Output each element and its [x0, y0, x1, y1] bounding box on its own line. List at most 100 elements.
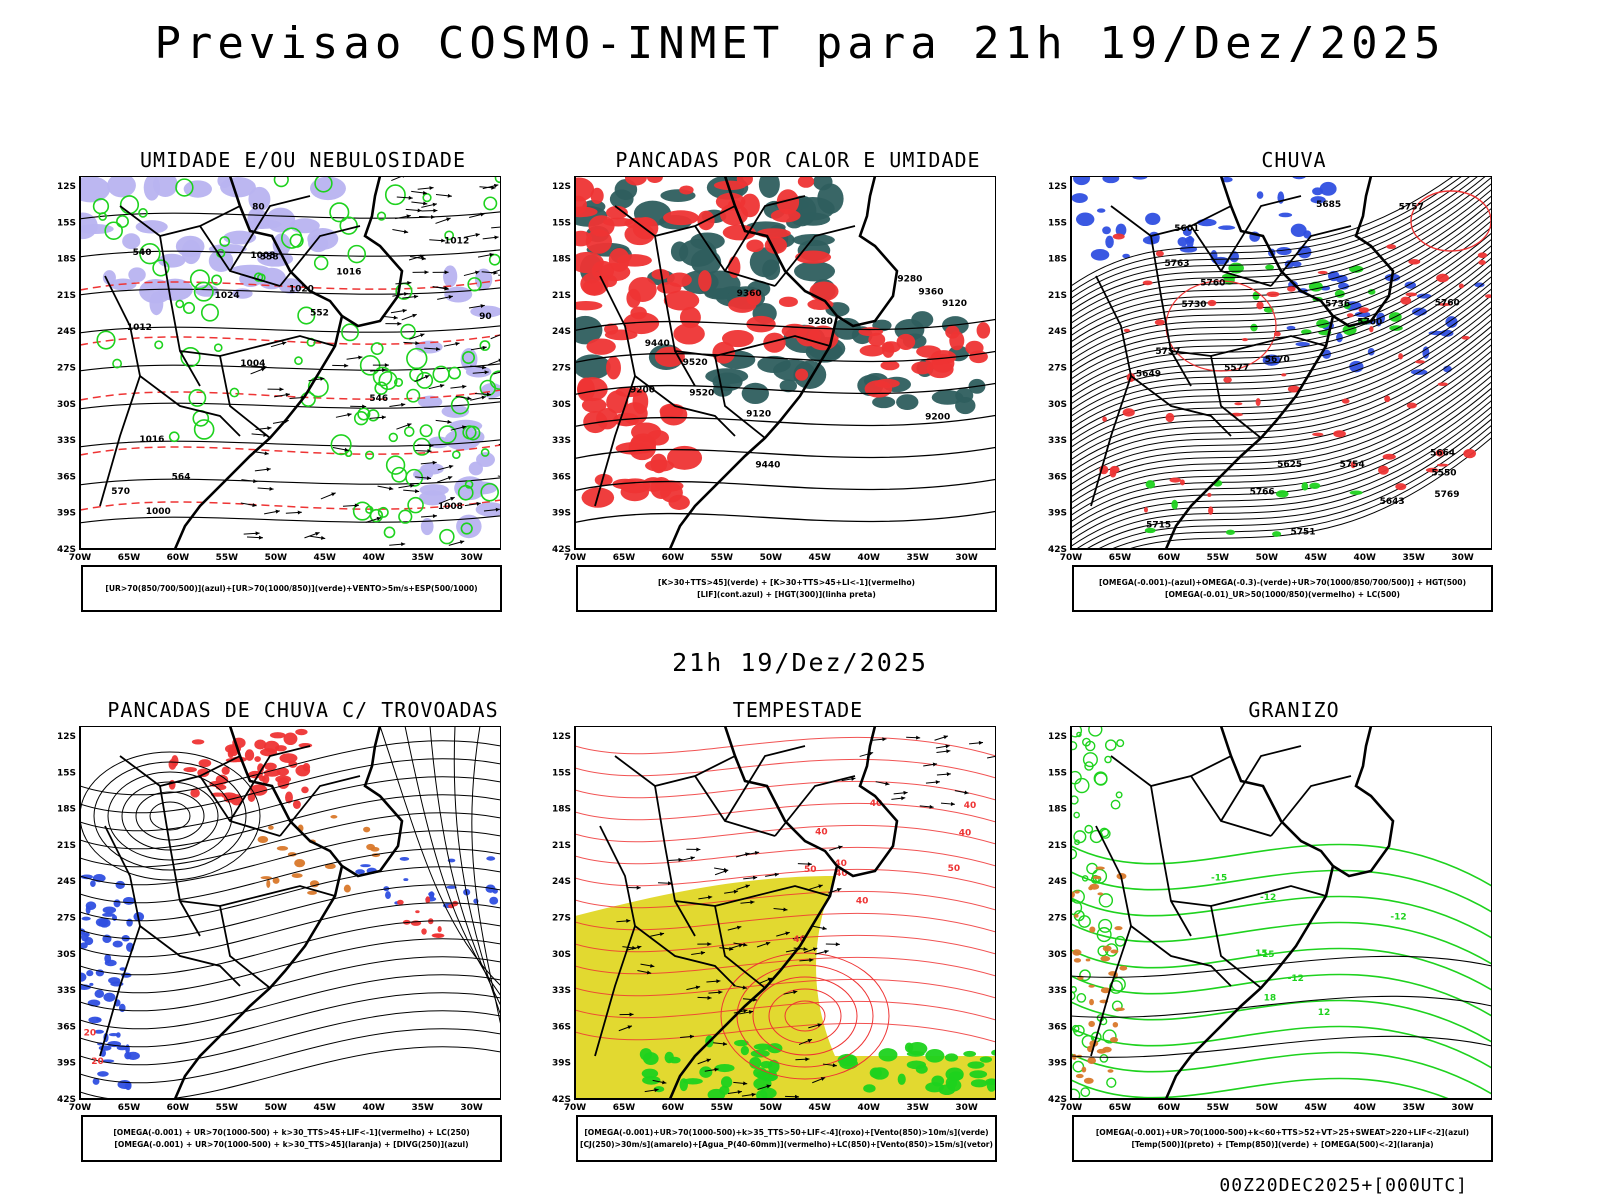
panel-tempestade: TEMPESTADE 40 40 50 40 50 40 40 40 40 40 12S 15S 18S 2… [552, 698, 1038, 1168]
lat-label: 21S [57, 841, 76, 851]
lon-label: 30W [1451, 553, 1474, 563]
contour-label: 80 [252, 203, 265, 213]
lon-label: 70W [69, 553, 92, 563]
lat-label: 24S [1048, 877, 1067, 887]
contour-label: 9520 [683, 358, 708, 368]
contour-label: 12 [1318, 1008, 1331, 1018]
streamlines-250 [80, 726, 501, 1099]
lon-label: 55W [216, 553, 239, 563]
state-border [229, 195, 311, 272]
lon-label: 45W [1305, 553, 1328, 563]
streamlines-850 [575, 736, 996, 1080]
state-border [614, 205, 736, 237]
contour-label: 1012 [444, 236, 469, 246]
state-border [179, 335, 336, 357]
contour-label: 9120 [942, 299, 967, 309]
lon-label: 40W [1353, 1103, 1376, 1113]
state-border [714, 905, 766, 989]
contour-label: 5625 [1277, 460, 1302, 470]
state-border [119, 755, 241, 787]
contour-label: 15 [1255, 949, 1268, 959]
lat-label: 39S [57, 1059, 76, 1069]
lat-label: 36S [1048, 472, 1067, 482]
omega-red-area [1099, 233, 1492, 515]
wind-vectors-850 [616, 845, 843, 1099]
contour-label: 5769 [1434, 490, 1459, 500]
lon-label: 40W [1353, 553, 1376, 563]
state-border [219, 905, 271, 989]
state-border [674, 885, 831, 907]
contour-label: 20 [84, 1029, 97, 1039]
coastline [228, 176, 404, 328]
state-border [724, 745, 806, 822]
coastline [1219, 176, 1395, 328]
lat-label: 39S [552, 509, 571, 519]
contour-label: 5757 [1399, 202, 1424, 212]
lon-label: 60W [1158, 1103, 1181, 1113]
panel-title: TEMPESTADE [732, 698, 864, 722]
legend-line: [OMEGA(-0.001) + UR>70(1000-500) + k>30_… [113, 1127, 470, 1137]
panel-legend: [OMEGA(-0.001)+UR>70(1000-500)+k>35_TTS>… [576, 1115, 997, 1162]
state-border [594, 825, 636, 1057]
contour-label: 570 [111, 487, 130, 497]
lat-label: 15S [57, 768, 76, 778]
state-border [654, 235, 696, 387]
state-border [179, 885, 336, 907]
panel-title: CHUVA [1261, 148, 1327, 172]
panel-chuva: CHUVA 5754 5757 5760 5766 5769 5763 5760 5757 575… [1048, 148, 1534, 618]
subtitle-date: 21h 19/Dez/2025 [672, 648, 928, 677]
panel-legend: [OMEGA(-0.001)-(azul)+OMEGA(-0.3)-(verde… [1072, 565, 1493, 612]
state-border [614, 755, 736, 787]
lat-label: 21S [1048, 291, 1067, 301]
lon-label: 35W [411, 1103, 434, 1113]
lat-label: 24S [552, 327, 571, 337]
lon-label: 30W [460, 1103, 483, 1113]
lat-label: 18S [552, 255, 571, 265]
lat-label: 27S [1048, 364, 1067, 374]
legend-line: [CJ(250)>30m/s](amarelo)+[Agua_P(40-60mm… [579, 1139, 994, 1149]
lon-label: 60W [1158, 553, 1181, 563]
state-border [724, 195, 806, 272]
lon-label: 40W [857, 1103, 880, 1113]
wind850-green-se [837, 1041, 996, 1096]
contour-label: 5664 [1430, 449, 1455, 459]
state-border [1090, 825, 1132, 1057]
main-title: Previsao COSMO-INMET para 21h 19/Dez/202… [154, 18, 1446, 69]
lat-label: 18S [57, 805, 76, 815]
lat-label: 42S [1048, 545, 1067, 555]
lat-label: 39S [1048, 1059, 1067, 1069]
panel-granizo: GRANIZO -12 -12 -12 -15 -15 12 15 18 12S 15S 18S 21S… [1048, 698, 1534, 1168]
contour-label: 552 [310, 309, 329, 319]
contour-label: 558 [260, 252, 279, 262]
state-border [1130, 925, 1232, 987]
state-border [159, 785, 201, 937]
omega-green-s [1144, 479, 1363, 537]
hgt300-lines [575, 318, 996, 524]
lon-label: 30W [1451, 1103, 1474, 1113]
map-chuva: 5754 5757 5760 5766 5769 5763 5760 5757 5751 5736… [1048, 176, 1492, 563]
coastline [228, 726, 404, 878]
state-border [774, 225, 856, 287]
lat-label: 36S [57, 1022, 76, 1032]
lon-label: 55W [1207, 1103, 1230, 1113]
lon-label: 35W [1402, 553, 1425, 563]
lat-label: 18S [1048, 805, 1067, 815]
lon-label: 30W [460, 553, 483, 563]
legend-line: [OMEGA(-0.01)_UR>50(1000/850)(vermelho) … [1165, 589, 1400, 599]
lat-label: 39S [552, 1059, 571, 1069]
lat-label: 12S [552, 182, 571, 192]
contour-label: 1008 [438, 502, 463, 512]
lon-label: 55W [1207, 553, 1230, 563]
contour-label: -15 [1258, 950, 1274, 960]
contour-label: 9440 [645, 339, 670, 349]
lon-label: 50W [760, 1103, 783, 1113]
panel-title: PANCADAS DE CHUVA C/ TROVOADAS [107, 698, 499, 722]
lon-label: 30W [955, 553, 978, 563]
lat-label: 24S [57, 327, 76, 337]
state-border [279, 225, 361, 287]
contour-label: 5763 [1164, 259, 1189, 269]
contour-label: 5754 [1340, 460, 1365, 470]
contour-label: 1016 [139, 435, 164, 445]
lon-label: 60W [167, 553, 190, 563]
lat-label: 24S [552, 877, 571, 887]
